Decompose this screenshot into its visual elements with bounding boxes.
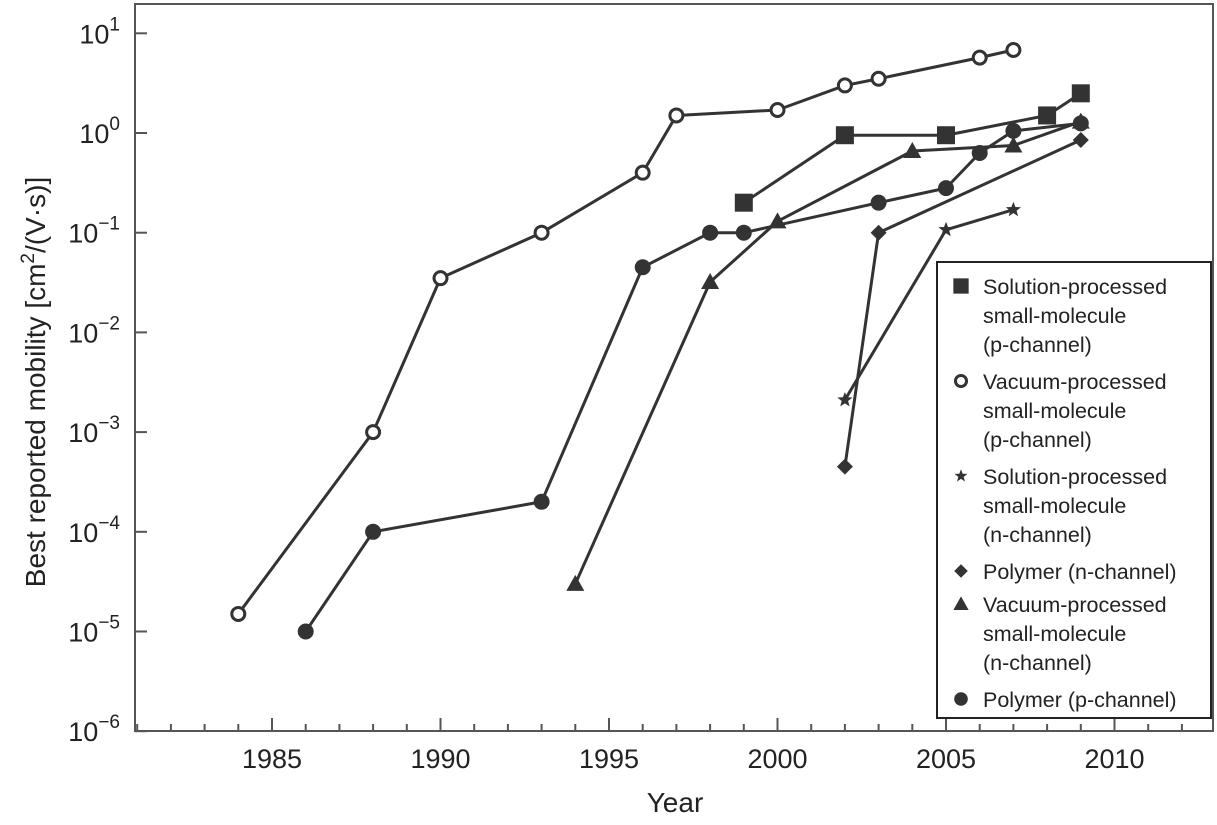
open-circle-marker (432, 270, 449, 287)
filled-circle-marker (634, 259, 651, 276)
star-marker (837, 392, 853, 407)
y-tick-label: 10−2 (68, 313, 120, 348)
y-tick-label: 10−5 (68, 613, 120, 648)
square-marker (835, 126, 854, 145)
star-marker (1005, 201, 1021, 217)
series-star (837, 201, 1021, 407)
legend-item: Solution-processed small-molecule (n-chann… (954, 465, 1167, 547)
open-circle-marker (953, 373, 969, 389)
diamond-marker (954, 564, 968, 578)
legend-label: Vacuum-processed (983, 370, 1167, 394)
open-circle-marker (1005, 41, 1022, 58)
open-circle-marker (533, 224, 550, 241)
legend-item: Polymer (n-channel) (954, 560, 1177, 584)
diamond-marker (836, 458, 853, 475)
series-line (573, 120, 1082, 585)
legend-label: Polymer (p-channel) (983, 688, 1177, 712)
legend-label: small-molecule (983, 622, 1126, 646)
x-tick-label: 2010 (1084, 744, 1144, 774)
y-tick-label: 10−4 (68, 513, 120, 548)
data-series (230, 41, 1090, 640)
x-tick-label: 1995 (579, 744, 639, 774)
legend-label: Polymer (n-channel) (983, 560, 1177, 584)
y-tick-label: 10−6 (68, 712, 120, 747)
x-axis: 1985 1990 1995 2000 2005 2010 (136, 718, 1183, 774)
filled-circle-marker (297, 623, 314, 640)
open-circle-marker (634, 164, 651, 181)
y-axis-title: Best reported mobility [cm2/(V·s)] (18, 177, 51, 587)
x-tick-label: 1990 (410, 744, 470, 774)
filled-circle-marker (533, 493, 550, 510)
square-marker (734, 193, 753, 212)
legend-label: small-molecule (983, 399, 1126, 423)
x-tick-label: 2000 (747, 744, 807, 774)
legend-label: small-molecule (983, 494, 1126, 518)
open-circle-marker (668, 107, 685, 124)
y-tick-label: 100 (79, 114, 120, 149)
legend-label: Vacuum-processed (983, 593, 1167, 617)
star-marker (954, 469, 968, 482)
legend: Solution-processed small-molecule (p-chann… (936, 261, 1212, 719)
y-tick-label: 10−1 (68, 214, 120, 249)
triangle-marker (1004, 136, 1023, 153)
diamond-marker (1072, 132, 1089, 149)
open-circle-marker (230, 605, 247, 622)
filled-circle-marker (938, 180, 954, 197)
open-circle-marker (836, 77, 853, 94)
x-tick-label: 1985 (242, 744, 302, 774)
series-open-circle (230, 41, 1022, 622)
series-filled-circle (297, 115, 1089, 640)
open-circle-marker (870, 70, 887, 87)
x-tick-label: 2005 (916, 744, 976, 774)
diamond-marker (870, 224, 887, 241)
filled-circle-marker (1005, 122, 1022, 139)
star-marker (938, 221, 954, 237)
legend-label: small-molecule (983, 304, 1126, 328)
y-axis: 101 100 10−1 10−2 10−3 10−4 10−5 10−6 (68, 14, 147, 747)
legend-label: (p-channel) (983, 333, 1092, 357)
plot-frame (134, 3, 1214, 732)
filled-circle-marker (365, 523, 382, 540)
series-diamond (836, 132, 1089, 475)
legend-label: Solution-processed (983, 465, 1167, 489)
square-marker (937, 126, 955, 145)
filled-circle-marker (870, 194, 887, 211)
square-marker (1071, 84, 1090, 103)
filled-circle-marker (954, 692, 968, 706)
filled-circle-marker (702, 224, 719, 241)
legend-label: (p-channel) (983, 428, 1092, 452)
legend-item: Polymer (p-channel) (954, 688, 1177, 712)
triangle-marker (701, 273, 720, 290)
triangle-marker (903, 141, 922, 158)
legend-item: Solution-processed small-molecule (p-chann… (953, 275, 1167, 357)
open-circle-marker (769, 102, 786, 119)
legend-label: Solution-processed (983, 275, 1167, 299)
x-axis-title: Year (647, 787, 704, 818)
square-marker (1038, 106, 1057, 125)
legend-item: Vacuum-processed small-molecule (n-channel… (953, 593, 1167, 675)
series-square (734, 84, 1090, 212)
open-circle-marker (365, 424, 382, 441)
filled-circle-marker (735, 224, 752, 241)
y-tick-label: 101 (79, 14, 120, 49)
filled-circle-marker (1072, 115, 1089, 132)
legend-label: (n-channel) (983, 523, 1092, 547)
square-marker (953, 278, 969, 294)
filled-circle-marker (971, 145, 988, 162)
triangle-marker (566, 574, 585, 591)
triangle-marker (953, 596, 969, 610)
legend-label: (n-channel) (983, 651, 1092, 675)
y-tick-label: 10−3 (68, 413, 120, 448)
open-circle-marker (971, 49, 988, 66)
legend-item: Vacuum-processed small-molecule (p-channel… (953, 370, 1167, 452)
legend-box (936, 261, 1212, 719)
